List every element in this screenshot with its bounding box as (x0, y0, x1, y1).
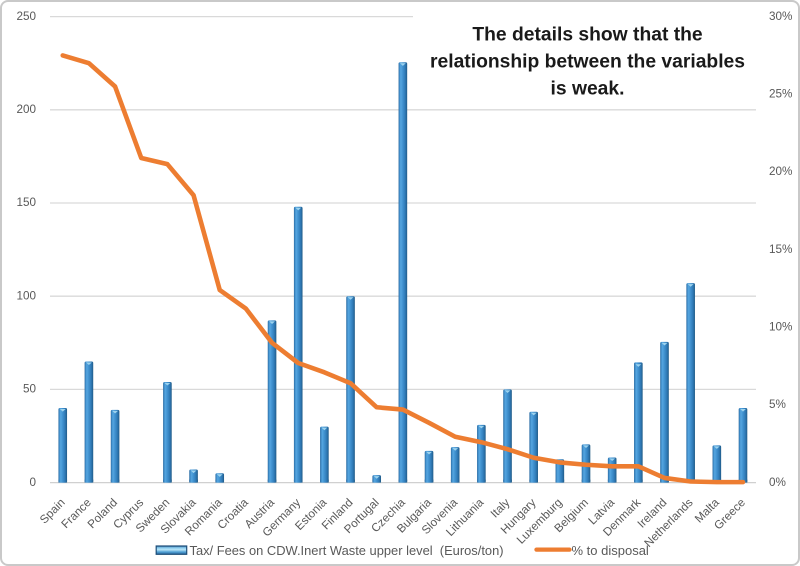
svg-text:20%: 20% (769, 165, 792, 178)
svg-text:relationship between the varia: relationship between the variables (430, 52, 745, 73)
svg-text:250: 250 (16, 10, 36, 23)
svg-text:5%: 5% (769, 398, 786, 411)
svg-text:30%: 30% (769, 10, 792, 23)
svg-text:10%: 10% (769, 321, 792, 334)
svg-text:100: 100 (16, 289, 36, 302)
svg-text:The details show that the: The details show that the (472, 25, 703, 46)
svg-text:25%: 25% (769, 88, 792, 101)
svg-text:50: 50 (23, 383, 37, 396)
svg-text:Tax/ Fees on CDW.Inert Waste u: Tax/ Fees on CDW.Inert Waste upper level… (190, 543, 504, 558)
svg-text:0: 0 (29, 476, 36, 489)
svg-text:150: 150 (16, 196, 36, 209)
svg-text:is weak.: is weak. (551, 79, 625, 100)
svg-text:200: 200 (16, 103, 36, 116)
svg-text:% to disposal: % to disposal (572, 543, 649, 558)
svg-text:15%: 15% (769, 243, 792, 256)
svg-text:0%: 0% (769, 476, 786, 489)
